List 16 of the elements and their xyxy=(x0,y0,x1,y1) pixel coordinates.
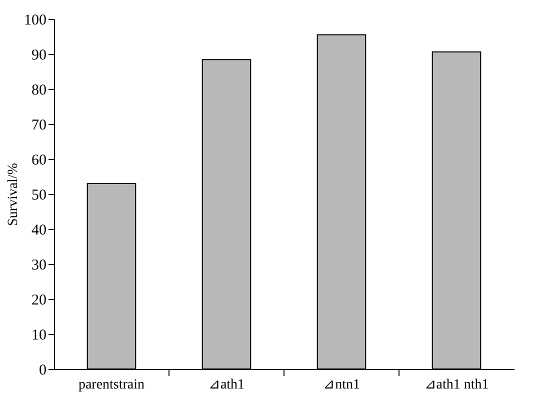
y-axis-title: Survival/% xyxy=(6,162,21,226)
x-tick-label: ⊿ath1 nth1 xyxy=(424,378,489,392)
x-tick-label: ⊿ath1 xyxy=(208,378,245,392)
y-tick-label: 0 xyxy=(39,362,46,378)
y-tick-label: 20 xyxy=(32,292,46,308)
y-tick-label: 100 xyxy=(24,12,46,28)
y-tick-label: 40 xyxy=(32,222,46,238)
y-tick-label: 60 xyxy=(32,152,46,168)
y-tick-label: 70 xyxy=(32,118,46,134)
y-tick-label: 50 xyxy=(32,188,46,204)
y-tick-label: 90 xyxy=(32,48,46,64)
y-tick-label: 10 xyxy=(32,328,46,344)
x-tick-label: ⊿ntn1 xyxy=(323,378,360,392)
x-tick-label: parentstrain xyxy=(78,378,145,392)
y-tick-label: 30 xyxy=(32,258,46,274)
y-tick-label: 80 xyxy=(32,82,46,98)
